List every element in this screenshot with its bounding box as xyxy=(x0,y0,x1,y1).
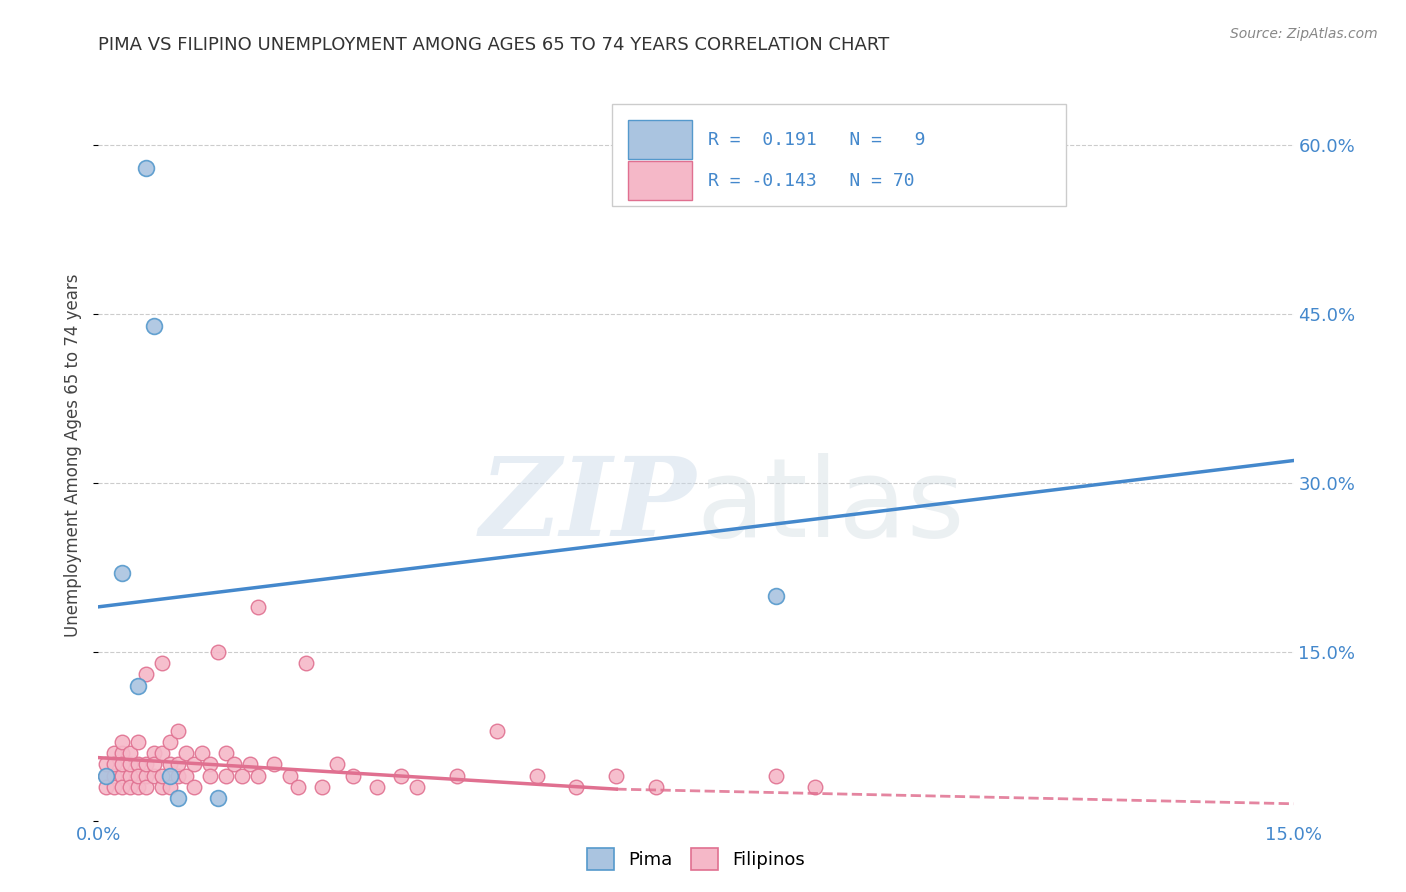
Point xyxy=(765,589,787,603)
Point xyxy=(103,757,125,772)
Text: ZIP: ZIP xyxy=(479,452,696,560)
Text: Source: ZipAtlas.com: Source: ZipAtlas.com xyxy=(1230,27,1378,41)
Point xyxy=(207,645,229,659)
Point xyxy=(605,769,627,783)
Text: R = -0.143   N = 70: R = -0.143 N = 70 xyxy=(709,171,914,190)
Point xyxy=(127,780,149,794)
Point xyxy=(446,769,468,783)
Point xyxy=(263,757,285,772)
Point xyxy=(765,769,787,783)
Point xyxy=(215,769,238,783)
Point xyxy=(96,780,118,794)
Point xyxy=(127,735,149,749)
FancyBboxPatch shape xyxy=(628,120,692,160)
Point xyxy=(159,735,181,749)
Point xyxy=(120,757,142,772)
Point xyxy=(406,780,429,794)
Point xyxy=(143,746,166,760)
Point xyxy=(103,746,125,760)
Point xyxy=(183,780,205,794)
Point xyxy=(311,780,333,794)
Point xyxy=(246,769,269,783)
Point xyxy=(120,769,142,783)
Point xyxy=(167,757,190,772)
Point xyxy=(183,757,205,772)
FancyBboxPatch shape xyxy=(613,103,1067,206)
Point xyxy=(174,769,197,783)
Point xyxy=(231,769,253,783)
Point xyxy=(111,735,134,749)
Point xyxy=(111,757,134,772)
Point xyxy=(239,757,262,772)
Point xyxy=(485,723,508,738)
Point xyxy=(135,161,157,175)
Point xyxy=(103,769,125,783)
Point xyxy=(96,757,118,772)
Point xyxy=(366,780,388,794)
Point xyxy=(167,769,190,783)
Point xyxy=(135,667,157,681)
Point xyxy=(111,769,134,783)
Point xyxy=(96,769,118,783)
Point xyxy=(287,780,309,794)
Point xyxy=(135,780,157,794)
Point xyxy=(111,566,134,580)
Point xyxy=(174,746,197,760)
Point xyxy=(294,656,316,670)
Point xyxy=(127,679,149,693)
Point xyxy=(150,769,173,783)
Text: PIMA VS FILIPINO UNEMPLOYMENT AMONG AGES 65 TO 74 YEARS CORRELATION CHART: PIMA VS FILIPINO UNEMPLOYMENT AMONG AGES… xyxy=(98,36,890,54)
Point xyxy=(103,780,125,794)
Point xyxy=(198,757,221,772)
Point xyxy=(645,780,668,794)
Point xyxy=(120,780,142,794)
Point xyxy=(135,757,157,772)
Point xyxy=(127,769,149,783)
Point xyxy=(804,780,827,794)
Point xyxy=(159,757,181,772)
Point xyxy=(198,769,221,783)
Point xyxy=(167,723,190,738)
FancyBboxPatch shape xyxy=(628,161,692,201)
Point xyxy=(150,780,173,794)
Point xyxy=(159,780,181,794)
Text: atlas: atlas xyxy=(696,452,965,559)
Point xyxy=(150,746,173,760)
Point xyxy=(120,746,142,760)
Point xyxy=(111,780,134,794)
Point xyxy=(222,757,245,772)
Point xyxy=(278,769,301,783)
Point xyxy=(143,769,166,783)
Point xyxy=(111,746,134,760)
Point xyxy=(389,769,412,783)
Point xyxy=(246,599,269,614)
Point xyxy=(191,746,214,760)
Legend: Pima, Filipinos: Pima, Filipinos xyxy=(579,841,813,878)
Point xyxy=(326,757,349,772)
Point xyxy=(526,769,548,783)
Y-axis label: Unemployment Among Ages 65 to 74 years: Unemployment Among Ages 65 to 74 years xyxy=(65,273,83,637)
Point xyxy=(96,769,118,783)
Point xyxy=(143,757,166,772)
Point xyxy=(215,746,238,760)
Point xyxy=(342,769,364,783)
Point xyxy=(207,791,229,805)
Point xyxy=(565,780,588,794)
Point xyxy=(150,656,173,670)
Point xyxy=(167,791,190,805)
Point xyxy=(127,757,149,772)
Text: R =  0.191   N =   9: R = 0.191 N = 9 xyxy=(709,130,925,149)
Point xyxy=(159,769,181,783)
Point xyxy=(135,769,157,783)
Point xyxy=(143,318,166,333)
